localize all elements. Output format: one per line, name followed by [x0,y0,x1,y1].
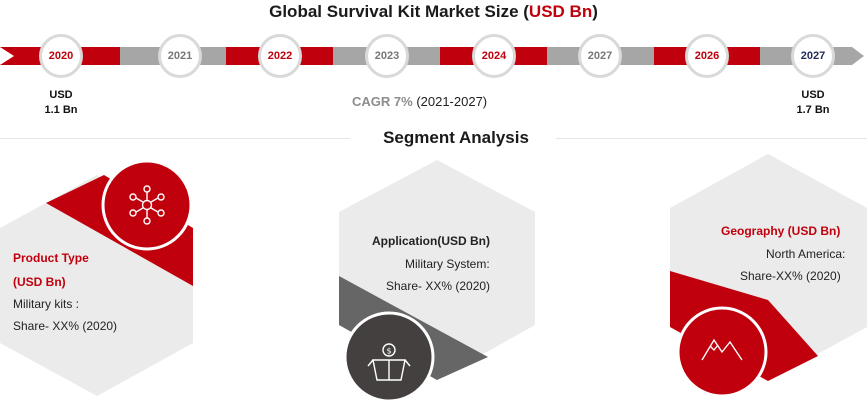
product-icon-circle [101,159,193,251]
geography-share: Share-XX% (2020) [740,269,841,283]
year-node: 2027 [578,34,622,78]
segment-heading: Segment Analysis [383,128,529,147]
divider-left [0,138,350,139]
network-nodes-icon [129,185,165,225]
page-title: Global Survival Kit Market Size (USD Bn) [269,2,598,21]
product-item: Military kits : [13,297,79,311]
year-node: 2024 [472,34,516,78]
product-title: Product Type (USD Bn) [13,251,89,289]
title-unit: USD Bn [528,2,593,21]
year-node: 2021 [158,34,202,78]
application-title: Application(USD Bn) [372,234,490,248]
dollar-box-icon: $ [367,343,411,381]
svg-text:$: $ [386,347,391,356]
geography-item: North America: [766,247,846,261]
application-icon-circle [343,311,435,403]
geography-title: Geography (USD Bn) [721,224,841,238]
year-node: 2023 [365,34,409,78]
application-item: Military System: [405,257,490,271]
product-share: Share- XX% (2020) [13,319,118,333]
application-share: Share- XX% (2020) [386,279,491,293]
cagr-label: CAGR 7% (2021-2027) [352,94,488,109]
mountain-icon [701,338,743,361]
year-node: 2027 [791,34,835,78]
year-node: 2026 [685,34,729,78]
divider-right [556,138,867,139]
year-node: 2020 [39,34,83,78]
end-value-label: USD 1.7 Bn [796,89,830,116]
start-value-label: USD 1.1 Bn [44,89,78,116]
year-node: 2022 [258,34,302,78]
